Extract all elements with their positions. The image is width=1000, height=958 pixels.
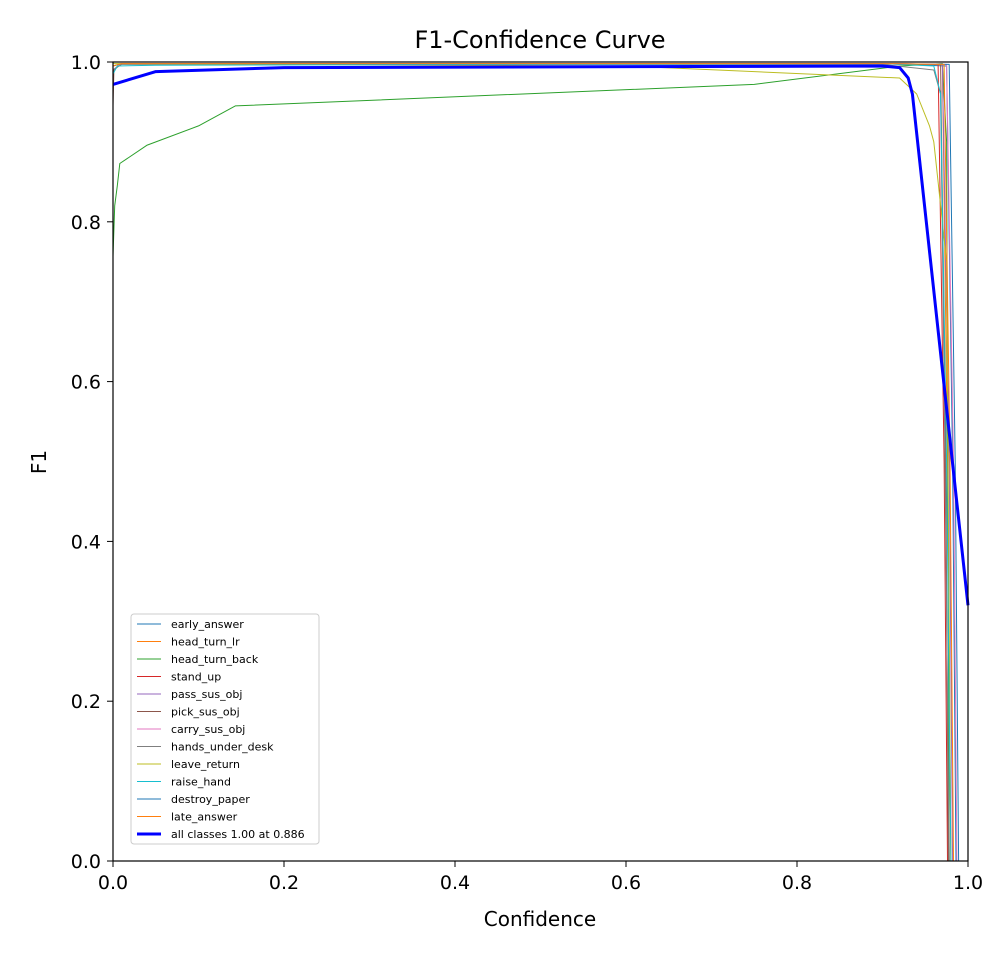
legend-label: late_answer [171,811,238,824]
y-tick-label: 0.4 [71,531,101,553]
legend-box [130,613,320,845]
y-tick-label: 0.2 [71,691,101,713]
y-axis-label: F1 [27,450,51,474]
legend-label: pass_sus_obj [171,688,242,701]
series-line-late-answer [112,63,954,862]
legend-label: hands_under_desk [171,741,274,754]
legend: early_answer head_turn_lr head_turn_backst… [130,613,320,845]
y-tick-label: 0.8 [71,212,101,234]
legend-label: pick_sus_obj [171,706,240,719]
series-line-leave-return [112,63,952,862]
legend-label: head_turn_lr [171,636,240,649]
legend-label: destroy_paper [171,793,250,806]
legend-label: leave_return [171,758,240,771]
legend-label: early_answer [171,618,244,631]
legend-label: head_turn_back [171,653,259,666]
plot-frame [112,61,969,862]
x-tick-label: 0.0 [98,872,128,894]
x-tick-label: 0.2 [269,872,299,894]
legend-label: raise_hand [171,776,231,789]
legend-label: carry_sus_obj [171,723,245,736]
x-tick-label: 0.8 [782,872,812,894]
x-tick-label: 0.6 [611,872,641,894]
series-line-all-classes-1-00-at-0-886 [112,64,970,606]
x-axis-label: Confidence [484,907,596,931]
x-tick-label: 1.0 [953,872,983,894]
legend-label: stand_up [171,671,221,684]
chart-title: F1-Confidence Curve [414,26,665,54]
y-tick-label: 0.6 [71,372,101,394]
x-tick-label: 0.4 [440,872,470,894]
y-tick-label: 1.0 [71,52,101,74]
y-tick-label: 0.0 [71,851,101,873]
legend-label: all classes 1.00 at 0.886 [171,828,305,841]
